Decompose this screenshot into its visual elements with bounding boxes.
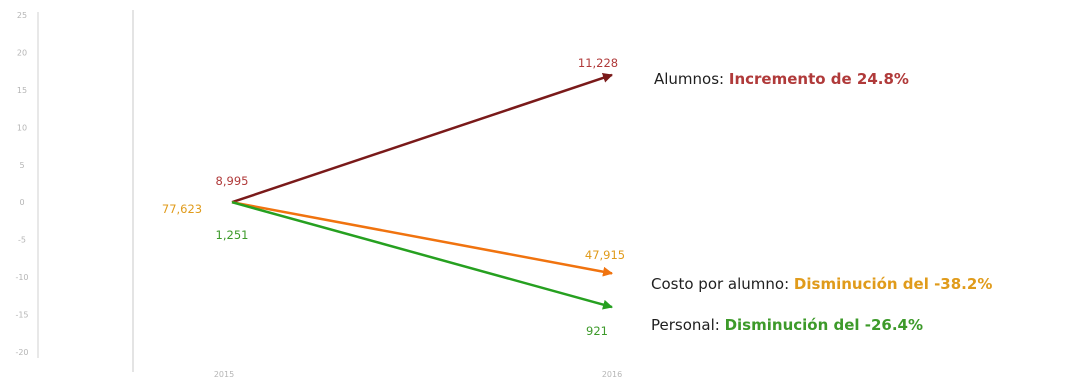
- y-tick-label: -15: [15, 311, 28, 320]
- y-tick-label: -10: [15, 273, 28, 282]
- data-label-end-costo: 47,915: [585, 248, 625, 262]
- x-tick-label: 2016: [602, 370, 622, 379]
- legend-personal: Personal: Disminución del -26.4%: [651, 316, 923, 334]
- series-line-alumnos: [231, 73, 613, 204]
- series-line-personal: [231, 201, 613, 310]
- legend-highlight-alumnos: Incremento de 24.8%: [729, 70, 909, 88]
- y-tick-label: -5: [18, 236, 26, 245]
- data-label-end-personal: 921: [586, 324, 608, 338]
- legend-lead-costo: Costo por alumno:: [651, 275, 794, 293]
- data-labels: 8,995 11,228 77,623 47,915 1,251 921: [162, 56, 625, 338]
- data-label-start-alumnos: 8,995: [216, 174, 249, 188]
- legend-lead-personal: Personal:: [651, 316, 725, 334]
- legend-highlight-personal: Disminución del -26.4%: [725, 316, 923, 334]
- data-label-start-personal: 1,251: [216, 228, 249, 242]
- series-lines: [231, 73, 613, 310]
- y-tick-label: 5: [19, 161, 24, 170]
- y-tick-label: 10: [17, 123, 27, 132]
- y-tick-label: -20: [15, 348, 28, 357]
- x-tick-labels: 2015 2016: [214, 370, 622, 379]
- series-line-costo: [231, 200, 613, 277]
- y-tick-label: 0: [19, 198, 24, 207]
- legend-costo: Costo por alumno: Disminución del -38.2%: [651, 275, 992, 293]
- series-legends: Alumnos: Incremento de 24.8% Costo por al…: [651, 70, 992, 334]
- data-label-end-alumnos: 11,228: [578, 56, 618, 70]
- legend-highlight-costo: Disminución del -38.2%: [794, 275, 992, 293]
- y-tick-label: 25: [17, 11, 27, 20]
- data-label-start-costo: 77,623: [162, 202, 202, 216]
- y-tick-label: 15: [17, 86, 27, 95]
- x-tick-label: 2015: [214, 370, 234, 379]
- legend-alumnos: Alumnos: Incremento de 24.8%: [654, 70, 909, 88]
- y-tick-labels: 25 20 15 10 5 0 -5 -10 -15 -20: [15, 11, 28, 357]
- y-tick-label: 20: [17, 48, 27, 57]
- legend-lead-alumnos: Alumnos:: [654, 70, 729, 88]
